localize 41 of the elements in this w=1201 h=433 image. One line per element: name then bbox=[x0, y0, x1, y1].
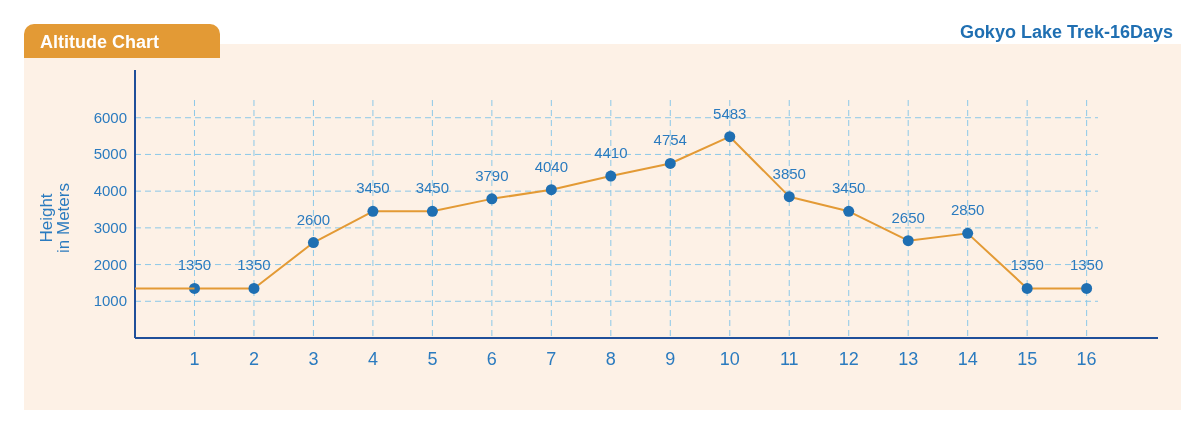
data-label: 5483 bbox=[713, 104, 747, 122]
data-label: 2850 bbox=[950, 201, 985, 219]
x-tick-label: 13 bbox=[898, 349, 919, 369]
data-label: 1350 bbox=[237, 256, 271, 274]
data-label: 3450 bbox=[832, 179, 866, 197]
y-tick-label: 4000 bbox=[93, 182, 127, 200]
x-tick-label: 11 bbox=[779, 349, 799, 369]
data-label: 4410 bbox=[594, 144, 628, 162]
x-tick-label: 4 bbox=[367, 349, 378, 369]
x-tick-label: 1 bbox=[189, 349, 200, 369]
x-tick-label: 6 bbox=[486, 349, 497, 369]
x-tick-label: 3 bbox=[308, 349, 319, 369]
data-label: 4754 bbox=[653, 131, 687, 149]
y-tick-label: 1000 bbox=[93, 292, 127, 310]
y-tick-label: 3000 bbox=[93, 218, 127, 236]
x-tick-label: 16 bbox=[1076, 349, 1097, 369]
x-tick-label: 7 bbox=[546, 349, 557, 369]
data-label: 3850 bbox=[772, 164, 806, 182]
y-tick-label: 2000 bbox=[93, 255, 127, 273]
data-label: 1350 bbox=[1010, 256, 1044, 274]
x-tick-label: 5 bbox=[427, 349, 438, 369]
data-label: 2600 bbox=[296, 210, 331, 228]
data-label: 4040 bbox=[534, 157, 569, 175]
data-label: 2650 bbox=[891, 208, 925, 226]
y-axis-title: Height in Meters bbox=[37, 183, 73, 253]
x-tick-label: 2 bbox=[248, 349, 259, 369]
chart-subtitle: Gokyo Lake Trek-16Days bbox=[959, 22, 1173, 42]
y-tick-label: 6000 bbox=[93, 108, 127, 126]
x-tick-label: 8 bbox=[605, 349, 616, 369]
data-label: 1350 bbox=[1069, 256, 1104, 274]
data-label: 3790 bbox=[475, 166, 509, 184]
x-tick-label: 12 bbox=[838, 349, 859, 369]
data-label: 3450 bbox=[415, 179, 450, 197]
chart-title: Altitude Chart bbox=[40, 32, 159, 52]
x-tick-label: 10 bbox=[719, 349, 740, 369]
x-tick-label: 9 bbox=[665, 349, 676, 369]
data-label: 1350 bbox=[177, 256, 212, 274]
data-label: 3450 bbox=[356, 179, 390, 197]
x-tick-label: 14 bbox=[957, 349, 978, 369]
y-tick-label: 5000 bbox=[93, 145, 127, 163]
x-tick-label: 15 bbox=[1017, 349, 1038, 369]
